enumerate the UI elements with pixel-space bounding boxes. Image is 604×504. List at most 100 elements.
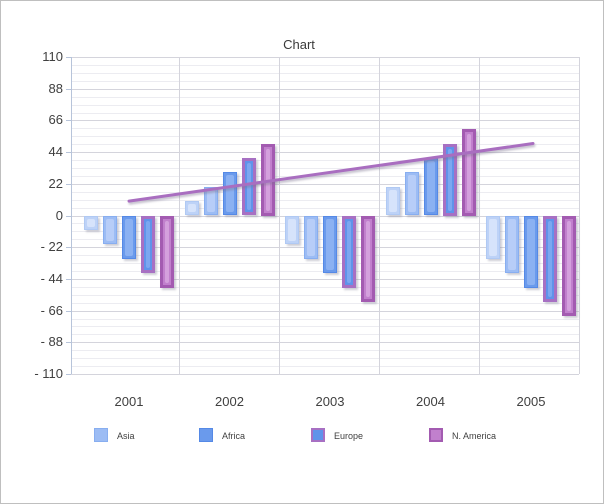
gridline-vertical xyxy=(479,57,480,374)
y-axis-tick xyxy=(66,374,71,375)
gridline-major xyxy=(71,120,579,122)
legend-label-asia: Asia xyxy=(117,431,135,441)
y-axis-line xyxy=(71,57,72,374)
bar-europe-2005 xyxy=(543,215,557,302)
bar-gloss xyxy=(407,175,416,213)
bar-asia-2002 xyxy=(203,186,218,216)
y-axis-tick xyxy=(66,342,71,344)
bar-gloss xyxy=(87,218,95,227)
gridline-vertical xyxy=(579,57,580,374)
bar-series1-2004 xyxy=(385,186,400,216)
bar-gloss xyxy=(288,218,296,242)
legend-label-n-america: N. America xyxy=(452,431,497,441)
gridline-minor xyxy=(71,64,579,66)
gridline-minor xyxy=(71,191,579,193)
y-axis-tick xyxy=(66,57,71,58)
x-axis-label: 2002 xyxy=(215,394,244,409)
y-axis-label: - 44 xyxy=(40,270,63,286)
bar-gloss xyxy=(265,148,270,211)
y-axis-tick xyxy=(66,120,71,122)
bar-gloss xyxy=(146,220,150,269)
gridline-minor xyxy=(71,358,579,360)
bar-gloss xyxy=(125,218,133,256)
y-axis-label: - 88 xyxy=(40,334,63,350)
x-axis-label: 2004 xyxy=(416,394,445,409)
bar-europe-2003 xyxy=(342,215,356,288)
bar-n-america-2001 xyxy=(160,215,174,288)
y-axis-label: 22 xyxy=(48,175,63,191)
bar-n-america-2003 xyxy=(361,215,375,302)
y-axis-tick xyxy=(66,215,71,217)
y-axis-label: 88 xyxy=(48,80,63,96)
bar-asia-2005 xyxy=(505,215,519,274)
legend-swatch-africa xyxy=(199,428,213,442)
y-axis-tick xyxy=(66,183,71,185)
gridline-minor xyxy=(71,167,579,169)
legend-swatch-europe xyxy=(311,428,325,442)
y-axis-tick xyxy=(66,152,71,154)
y-axis-tick xyxy=(66,247,71,249)
bar-europe-2001 xyxy=(141,215,155,274)
legend-swatch-asia xyxy=(94,428,108,442)
gridline-minor xyxy=(71,144,579,146)
gridline-major xyxy=(71,57,579,58)
gridline-major xyxy=(71,342,579,344)
bar-gloss xyxy=(388,189,397,213)
gridline-minor xyxy=(71,112,579,114)
y-axis-tick xyxy=(66,88,71,90)
bar-gloss xyxy=(567,220,571,312)
bar-series1-2003 xyxy=(285,215,299,245)
gridline-vertical xyxy=(179,57,180,374)
gridline-minor xyxy=(71,286,579,288)
bar-gloss xyxy=(106,218,114,242)
gridline-major xyxy=(71,152,579,154)
y-axis-label: - 22 xyxy=(40,239,63,255)
bar-gloss xyxy=(307,218,315,256)
gridline-minor xyxy=(71,207,579,209)
bar-asia-2004 xyxy=(404,172,419,216)
gridline-minor xyxy=(71,72,579,74)
gridline-minor xyxy=(71,334,579,336)
y-axis-label: 110 xyxy=(42,49,63,64)
gridline-minor xyxy=(71,104,579,106)
gridline-minor xyxy=(71,294,579,296)
bar-africa-2005 xyxy=(524,215,538,288)
y-axis-tick xyxy=(66,310,71,312)
bar-asia-2001 xyxy=(103,215,117,245)
gridline-minor xyxy=(71,136,579,138)
gridline-minor xyxy=(71,318,579,320)
x-axis-label: 2005 xyxy=(516,394,546,409)
bar-gloss xyxy=(347,220,351,283)
bar-gloss xyxy=(165,220,169,283)
y-axis-label: 44 xyxy=(48,144,63,160)
bar-africa-2004 xyxy=(423,157,438,216)
gridline-vertical xyxy=(379,57,380,374)
gridline-minor xyxy=(71,160,579,161)
gridline-minor xyxy=(71,128,579,130)
bar-gloss xyxy=(426,160,435,213)
legend-label-europe: Europe xyxy=(334,431,364,441)
gridline-minor xyxy=(71,80,579,82)
gridline-major xyxy=(71,278,579,280)
gridline-major xyxy=(71,310,579,312)
bar-asia-2003 xyxy=(304,215,318,259)
bar-series1-2005 xyxy=(486,215,500,259)
bar-gloss xyxy=(225,175,234,213)
bar-gloss xyxy=(326,218,334,271)
gridline-minor xyxy=(71,326,579,328)
gridline-minor xyxy=(71,199,579,201)
bar-gloss xyxy=(366,220,370,297)
bar-series1-2001 xyxy=(84,215,98,230)
gridline-major xyxy=(71,88,579,90)
y-axis-label: - 110 xyxy=(34,366,63,381)
bar-gloss xyxy=(548,220,552,297)
bar-n-america-2004 xyxy=(461,129,476,216)
bar-gloss xyxy=(527,218,535,285)
y-axis-label: 0 xyxy=(55,207,63,223)
gridline-major xyxy=(71,183,579,185)
chart-title: Chart xyxy=(283,37,315,52)
bar-gloss xyxy=(466,134,471,211)
bar-n-america-2005 xyxy=(562,215,576,317)
y-axis-label: 66 xyxy=(48,112,63,128)
